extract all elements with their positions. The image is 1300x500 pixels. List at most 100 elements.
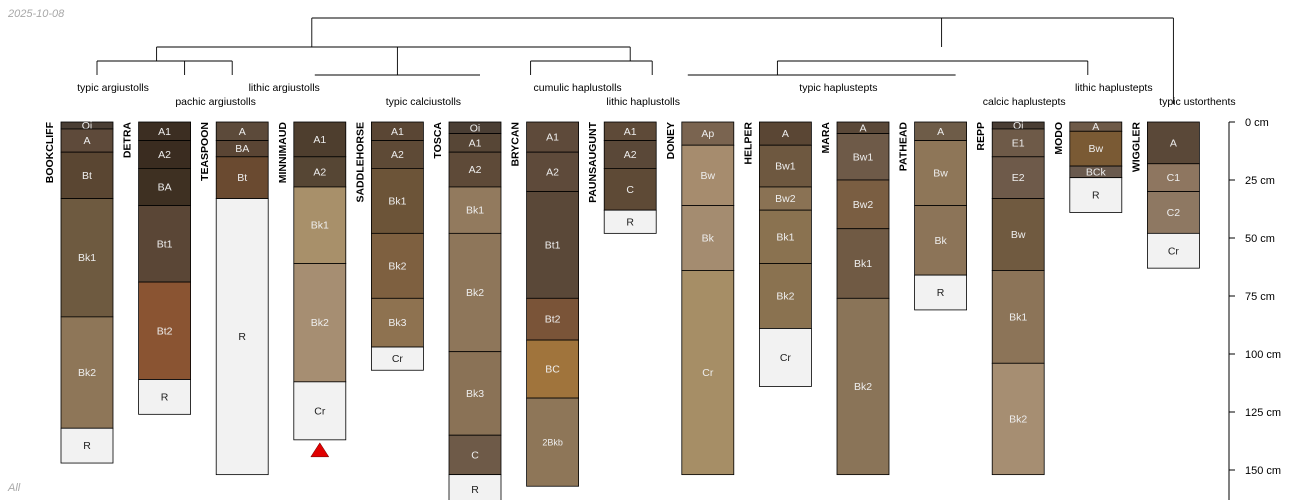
horizon-r bbox=[138, 379, 192, 415]
profile-paunsaugunt: A1 A2 C R PAUNSAUGUNT bbox=[587, 121, 657, 234]
profile-name: BOOKCLIFF bbox=[44, 121, 56, 183]
profile-name: MARA bbox=[820, 122, 832, 154]
horizon-label: R bbox=[626, 216, 634, 228]
depth-tick-label: 75 cm bbox=[1245, 291, 1275, 303]
horizon-ba bbox=[138, 167, 192, 206]
panel-label: All bbox=[8, 482, 21, 494]
horizon-bw bbox=[914, 140, 967, 206]
horizon-label: Bk2 bbox=[78, 367, 96, 379]
horizon-label: A2 bbox=[313, 166, 326, 178]
profile-teaspoon: A BA Bt R TEASPOON bbox=[199, 121, 269, 476]
horizon-label: A bbox=[1170, 137, 1177, 149]
soil-profiles: Oi A Bt Bk1 Bk2 R BOOKCLIFF A1 A2 BA Bt1 Bt2 R DETRA A… bbox=[44, 120, 1200, 500]
horizon-label: Bt2 bbox=[157, 325, 173, 337]
horizon-c2 bbox=[1147, 191, 1200, 234]
profile-detra: A1 A2 BA Bt1 Bt2 R DETRA bbox=[122, 122, 192, 415]
horizon-bw2 bbox=[836, 179, 890, 230]
horizon-bw bbox=[681, 144, 735, 206]
horizon-bc bbox=[526, 339, 579, 399]
horizon-bt2 bbox=[138, 281, 192, 380]
horizon-label: Oi bbox=[1013, 120, 1024, 132]
horizon-bk3 bbox=[448, 351, 502, 436]
horizon-r bbox=[215, 198, 269, 476]
group-label: cumulic haplustolls bbox=[534, 82, 622, 94]
profile-wiggler: A C1 C2 Cr WIGGLER bbox=[1130, 121, 1200, 269]
horizon-bk2 bbox=[991, 362, 1045, 476]
horizon-label: R bbox=[238, 331, 246, 343]
horizon-label: BC bbox=[545, 364, 560, 376]
horizon-bk1 bbox=[370, 167, 424, 234]
horizon-label: Ap bbox=[701, 128, 714, 140]
horizon-label: Bk1 bbox=[466, 205, 484, 217]
horizon-label: Cr bbox=[314, 405, 326, 417]
horizon-r bbox=[60, 427, 114, 464]
horizon-label: Bk bbox=[702, 233, 715, 245]
horizon-label: 2Bkb bbox=[542, 438, 563, 448]
profile-modo: A Bw BCk R MODO bbox=[1053, 121, 1123, 213]
horizon-label: Oi bbox=[82, 120, 93, 132]
horizon-label: R bbox=[937, 287, 945, 299]
horizon-a bbox=[1147, 121, 1200, 165]
horizon-label: Bt1 bbox=[157, 238, 173, 250]
profile-name: TEASPOON bbox=[199, 122, 211, 181]
date-stamp: 2025-10-08 bbox=[8, 8, 65, 20]
profile-name: MODO bbox=[1053, 122, 1065, 155]
horizon-cr bbox=[293, 381, 347, 441]
horizon-cr bbox=[759, 328, 812, 387]
horizon-a2 bbox=[448, 151, 502, 188]
horizon-label: BA bbox=[158, 181, 172, 193]
horizon-bk3 bbox=[370, 297, 424, 348]
horizon-bw bbox=[991, 198, 1045, 271]
horizon-bw1 bbox=[836, 133, 890, 181]
horizon-label: Bk2 bbox=[466, 287, 484, 299]
group-labels: typic argiustolls pachic argiustolls lithi… bbox=[77, 82, 1236, 108]
profile-repp: Oi E1 E2 Bw Bk1 Bk2 REPP bbox=[975, 120, 1045, 476]
horizon-bk2 bbox=[836, 297, 890, 476]
horizon-r bbox=[914, 274, 967, 311]
horizon-r bbox=[448, 474, 502, 500]
horizon-e2 bbox=[991, 156, 1045, 199]
horizon-label: Bk3 bbox=[466, 388, 484, 400]
horizon-label: E2 bbox=[1012, 172, 1025, 184]
warning-triangle-icon bbox=[310, 442, 330, 458]
group-label: calcic haplustepts bbox=[983, 96, 1066, 108]
profile-name: DETRA bbox=[122, 122, 134, 159]
horizon-label: Bk2 bbox=[311, 317, 329, 329]
horizon-label: A bbox=[1092, 121, 1099, 133]
horizon-label: A bbox=[239, 126, 246, 138]
group-label: lithic argiustolls bbox=[249, 82, 320, 94]
horizon-label: A1 bbox=[158, 126, 171, 138]
horizon-label: Bt bbox=[82, 170, 92, 182]
horizon-label: Bw1 bbox=[775, 161, 796, 173]
horizon-label: Bk1 bbox=[311, 220, 329, 232]
horizon-bk1 bbox=[759, 209, 812, 264]
profile-name: DONEY bbox=[665, 122, 677, 159]
horizon-label: Oi bbox=[470, 122, 481, 134]
group-label: typic haplustepts bbox=[799, 82, 877, 94]
profile-doney: Ap Bw Bk Cr DONEY bbox=[665, 121, 735, 476]
profile-mara: A Bw1 Bw2 Bk1 Bk2 MARA bbox=[820, 122, 890, 476]
horizon-label: C2 bbox=[1167, 207, 1181, 219]
horizon-label: A2 bbox=[469, 164, 482, 176]
horizon-label: Bk2 bbox=[1009, 413, 1027, 425]
horizon-bw1 bbox=[759, 144, 812, 188]
horizon-label: A bbox=[83, 135, 90, 147]
horizon-label: Bt1 bbox=[545, 239, 561, 251]
horizon-e1 bbox=[991, 128, 1045, 158]
horizon-label: R bbox=[471, 484, 479, 496]
horizon-bk1 bbox=[293, 186, 347, 264]
profile-name: HELPER bbox=[742, 122, 754, 165]
profile-saddlehorse: A1 A2 Bk1 Bk2 Bk3 Cr SADDLEHORSE bbox=[354, 121, 424, 371]
horizon-label: A1 bbox=[546, 132, 559, 144]
horizon-label: Bk1 bbox=[78, 252, 96, 264]
profile-tosca: Oi A1 A2 Bk1 Bk2 Bk3 C R TOSCA bbox=[432, 122, 502, 500]
horizon-label: Bk1 bbox=[776, 231, 794, 243]
depth-tick-label: 100 cm bbox=[1245, 349, 1281, 361]
horizon-label: A1 bbox=[313, 134, 326, 146]
horizon-label: Bt2 bbox=[545, 314, 561, 326]
group-label: lithic haplustepts bbox=[1075, 82, 1153, 94]
profile-name: REPP bbox=[975, 122, 987, 151]
horizon-bt bbox=[60, 151, 114, 199]
horizon-label: A2 bbox=[624, 149, 637, 161]
profile-pathead: A Bw Bk R PATHEAD bbox=[898, 122, 967, 311]
